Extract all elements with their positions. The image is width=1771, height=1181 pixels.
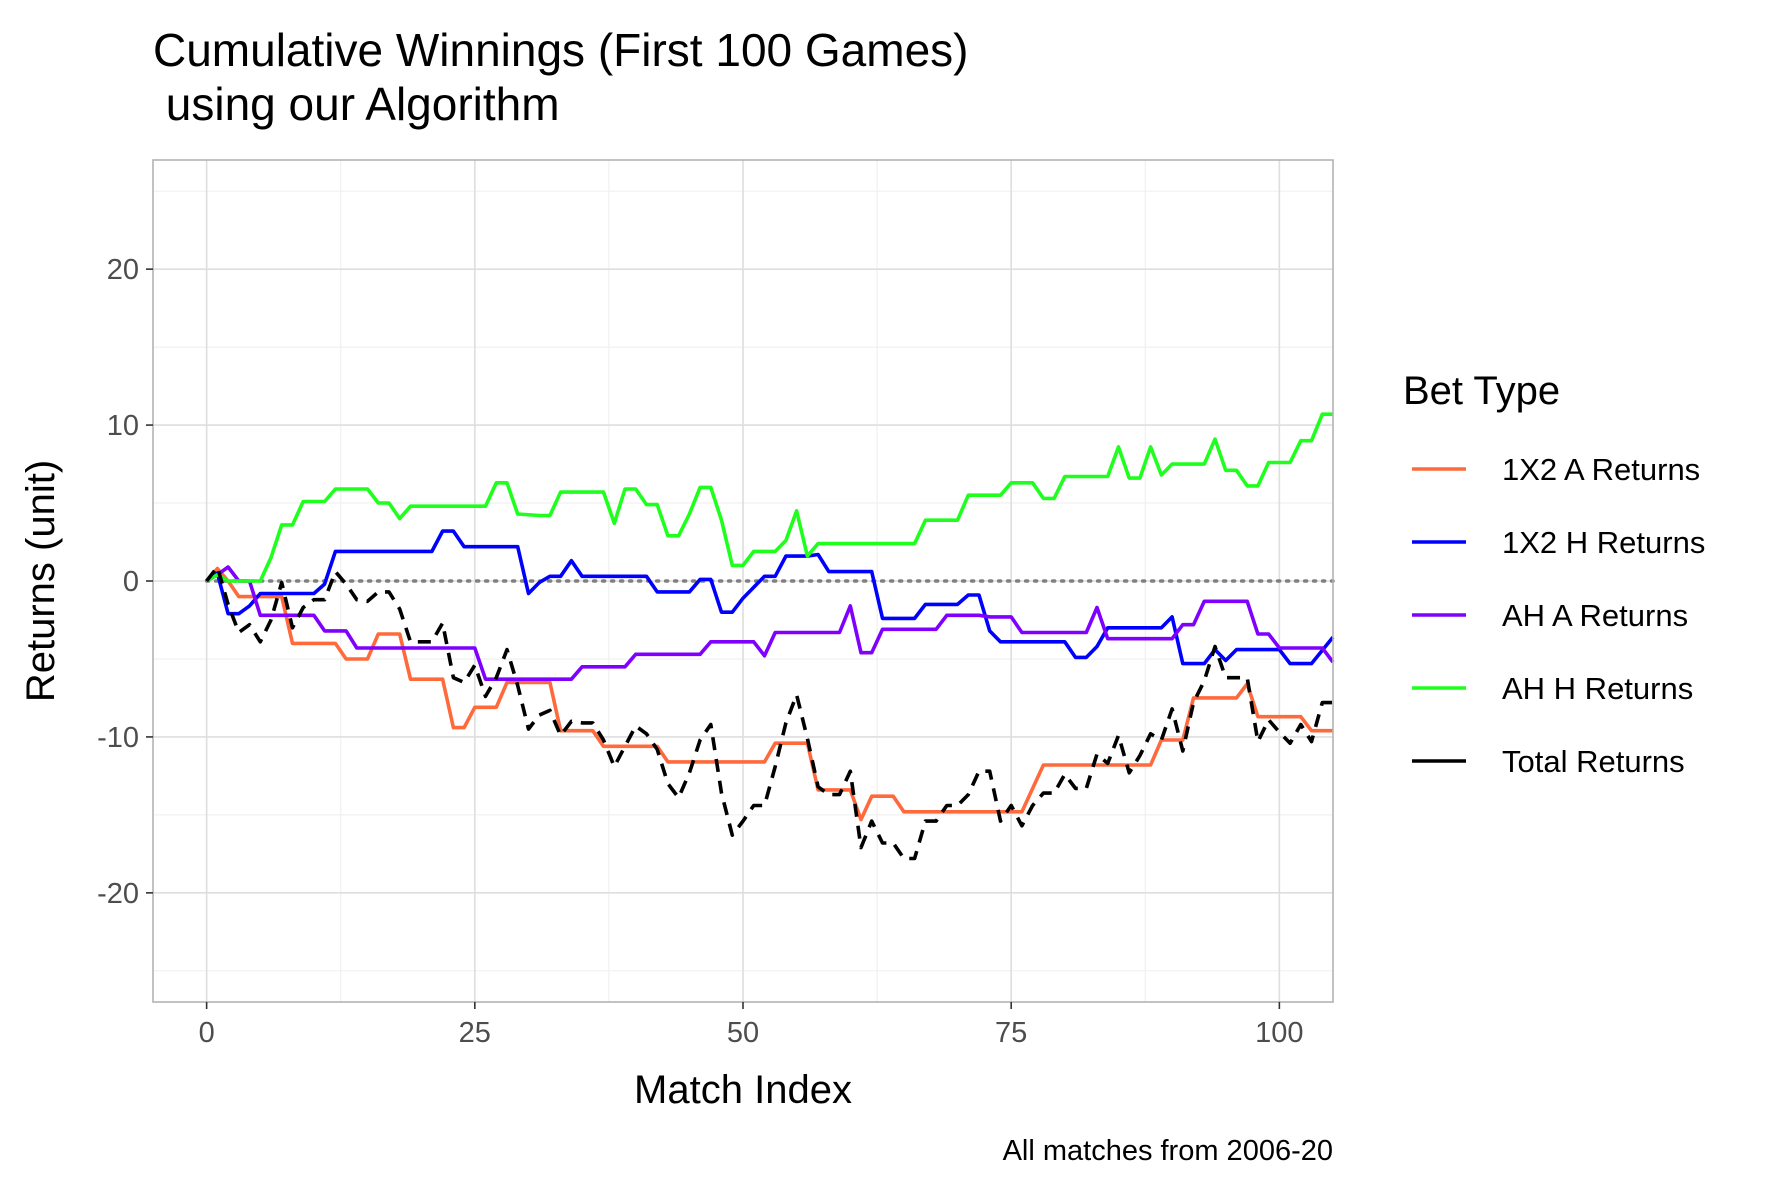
legend: 1X2 A Returns 1X2 H Returns AH A Returns AH… xyxy=(1412,452,1705,779)
y-tick-label: 20 xyxy=(107,254,139,286)
chart-title: Cumulative Winnings (First 100 Games) xyxy=(153,24,968,76)
series-line-ah-a-returns xyxy=(205,565,1335,681)
y-tick-label: 10 xyxy=(107,410,139,442)
series-line-ah-h-returns xyxy=(205,412,1333,583)
y-axis-ticks: 20 10 0 -10 -20 xyxy=(97,254,153,910)
y-tick-label: -20 xyxy=(97,878,139,910)
y-axis-title: Returns (unit) xyxy=(19,460,63,702)
series-layer xyxy=(205,412,1335,861)
y-tick-label: -10 xyxy=(97,722,139,754)
x-tick-label: 25 xyxy=(459,1017,491,1049)
x-tick-label: 100 xyxy=(1255,1017,1303,1049)
chart-subtitle: using our Algorithm xyxy=(153,78,560,130)
legend-label: AH H Returns xyxy=(1502,671,1693,706)
legend-label: 1X2 H Returns xyxy=(1502,525,1705,560)
legend-label: Total Returns xyxy=(1502,744,1685,779)
series-line-1x2-h-returns xyxy=(205,529,1335,666)
legend-title: Bet Type xyxy=(1403,369,1560,413)
legend-label: AH A Returns xyxy=(1502,598,1688,633)
x-tick-label: 0 xyxy=(199,1017,215,1049)
x-tick-label: 50 xyxy=(727,1017,759,1049)
x-axis-title: Match Index xyxy=(634,1068,852,1112)
y-tick-label: 0 xyxy=(123,566,139,598)
x-tick-label: 75 xyxy=(995,1017,1027,1049)
legend-label: 1X2 A Returns xyxy=(1502,452,1700,487)
series-line-1x2-a-returns xyxy=(205,566,1333,822)
x-axis-ticks: 0 25 50 75 100 xyxy=(199,1002,1304,1049)
chart-caption: All matches from 2006-20 xyxy=(1003,1135,1333,1167)
